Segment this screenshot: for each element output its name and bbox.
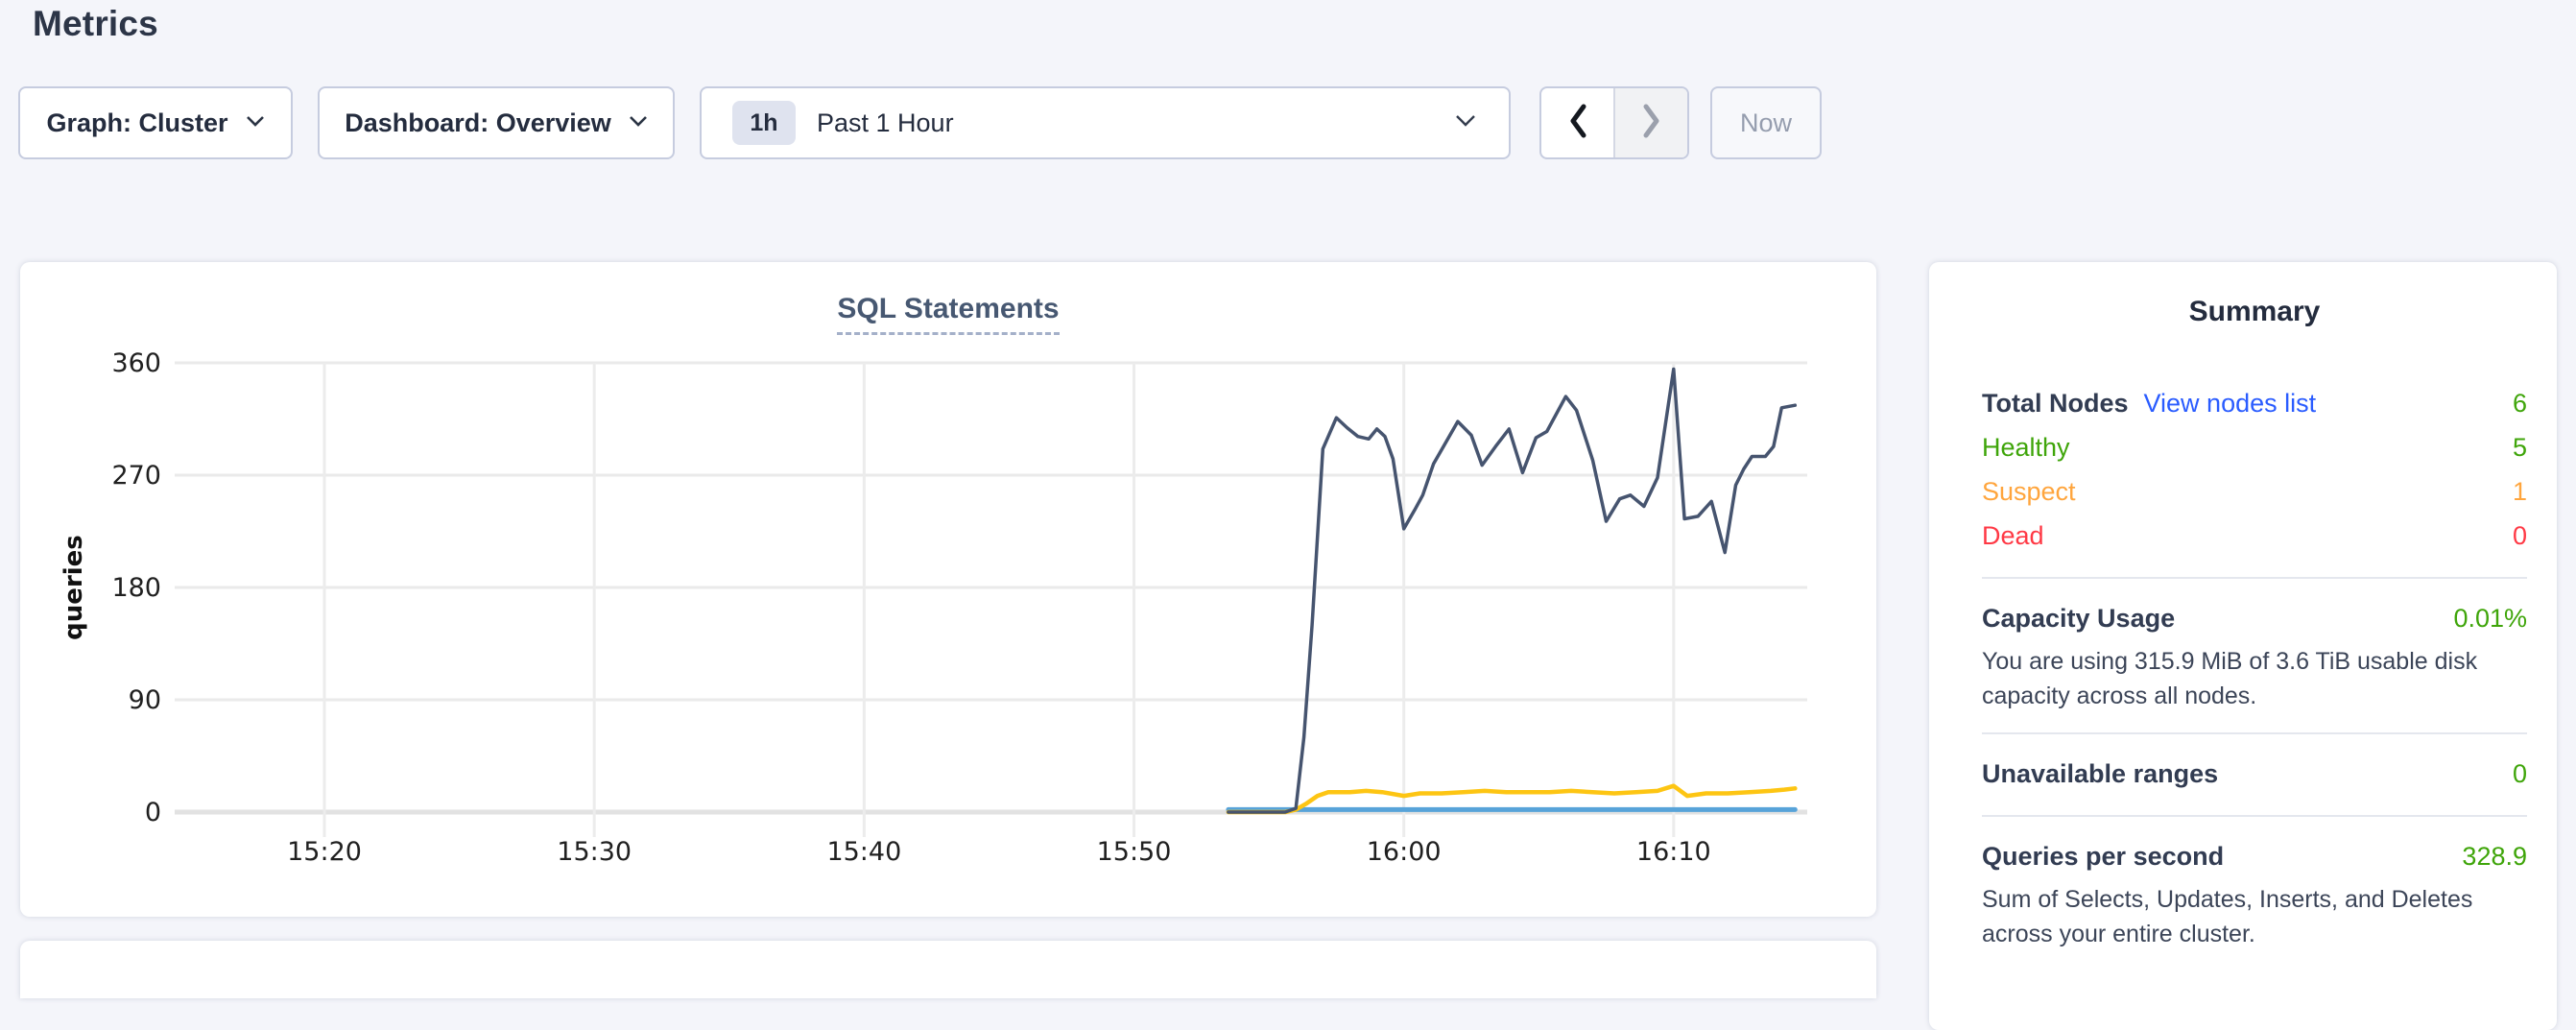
x-tick-label-15:50: 15:50: [1097, 837, 1172, 867]
x-tick-label-15:40: 15:40: [826, 837, 901, 867]
next-chart-card: [20, 941, 1876, 998]
summary-divider: [1982, 732, 2527, 734]
summary-title: Summary: [2188, 296, 2321, 327]
capacity-usage-value: 0.01%: [2453, 603, 2527, 633]
x-tick-label-16:10: 16:10: [1636, 837, 1711, 867]
y-tick-label-180: 180: [111, 573, 161, 603]
metrics-toolbar: Graph: Cluster Dashboard: Overview 1h Pa…: [18, 86, 1822, 159]
chevron-down-icon: [246, 114, 265, 132]
healthy-label: Healthy: [1982, 432, 2070, 462]
queries-per-second-description: Sum of Selects, Updates, Inserts, and De…: [1982, 886, 2473, 947]
dead-value: 0: [2512, 520, 2527, 550]
graph-dropdown[interactable]: Graph: Cluster: [18, 86, 293, 159]
x-tick-label-16:00: 16:00: [1367, 837, 1442, 867]
capacity-usage-label: Capacity Usage: [1982, 603, 2176, 633]
sql-statements-chart-card: SQL Statements 0 90 180 270 360 15:20 15:30 15:…: [20, 262, 1876, 917]
summary-panel: Summary Total Nodes View nodes list 6 He…: [1929, 262, 2557, 1030]
capacity-usage-row: Capacity Usage 0.01%: [1982, 596, 2527, 640]
time-range-badge: 1h: [732, 101, 796, 145]
chevron-right-icon: [1640, 103, 1663, 144]
capacity-usage-description: You are using 315.9 MiB of 3.6 TiB usabl…: [1982, 648, 2478, 709]
series-line-yellow: [1226, 783, 1798, 815]
queries-per-second-value: 328.9: [2462, 841, 2527, 871]
graph-dropdown-label: Graph: Cluster: [46, 108, 228, 137]
suspect-value: 1: [2512, 476, 2527, 506]
prev-time-window-button[interactable]: [1541, 88, 1615, 157]
total-nodes-value: 6: [2512, 388, 2527, 418]
chevron-down-icon: [1455, 114, 1476, 132]
chevron-down-icon: [629, 114, 648, 132]
series-line-navy: [1227, 367, 1798, 814]
queries-per-second-label: Queries per second: [1982, 841, 2225, 871]
healthy-nodes-row: Healthy 5: [1982, 425, 2527, 469]
dead-label: Dead: [1982, 520, 2044, 550]
chart-title-row: SQL Statements: [20, 293, 1876, 335]
chart-title[interactable]: SQL Statements: [837, 293, 1060, 335]
time-range-label: Past 1 Hour: [817, 108, 954, 137]
dashboard-dropdown[interactable]: Dashboard: Overview: [318, 86, 675, 159]
page-title: Metrics: [33, 4, 158, 43]
queries-per-second-row: Queries per second 328.9: [1982, 834, 2527, 878]
now-button[interactable]: Now: [1710, 86, 1822, 159]
dead-nodes-row: Dead 0: [1982, 514, 2527, 558]
y-axis-label: queries: [60, 535, 88, 640]
dashboard-dropdown-label: Dashboard: Overview: [345, 108, 611, 137]
y-tick-label-360: 360: [111, 348, 161, 378]
healthy-value: 5: [2512, 432, 2527, 462]
unavailable-ranges-label: Unavailable ranges: [1982, 758, 2219, 788]
sql-statements-chart[interactable]: 0 90 180 270 360 15:20 15:30 15:40 15:50 16:00 16:…: [20, 262, 1876, 917]
suspect-label: Suspect: [1982, 476, 2076, 506]
total-nodes-label: Total Nodes: [1982, 388, 2129, 418]
unavailable-ranges-value: 0: [2512, 758, 2527, 788]
summary-divider: [1982, 577, 2527, 579]
x-tick-label-15:30: 15:30: [557, 837, 632, 867]
time-range-picker[interactable]: 1h Past 1 Hour: [700, 86, 1511, 159]
unavailable-ranges-row: Unavailable ranges 0: [1982, 752, 2527, 796]
y-tick-label-90: 90: [129, 685, 161, 715]
view-nodes-list-link[interactable]: View nodes list: [2143, 388, 2317, 418]
x-tick-label-15:20: 15:20: [287, 837, 362, 867]
suspect-nodes-row: Suspect 1: [1982, 469, 2527, 514]
y-tick-label-0: 0: [145, 798, 161, 827]
chevron-left-icon: [1566, 103, 1589, 144]
summary-divider: [1982, 815, 2527, 817]
time-window-arrows: [1539, 86, 1689, 159]
y-tick-label-270: 270: [111, 461, 161, 491]
next-time-window-button[interactable]: [1615, 88, 1687, 157]
total-nodes-row: Total Nodes View nodes list 6: [1982, 381, 2527, 425]
summary-rows: Total Nodes View nodes list 6 Healthy 5 …: [1982, 381, 2527, 951]
